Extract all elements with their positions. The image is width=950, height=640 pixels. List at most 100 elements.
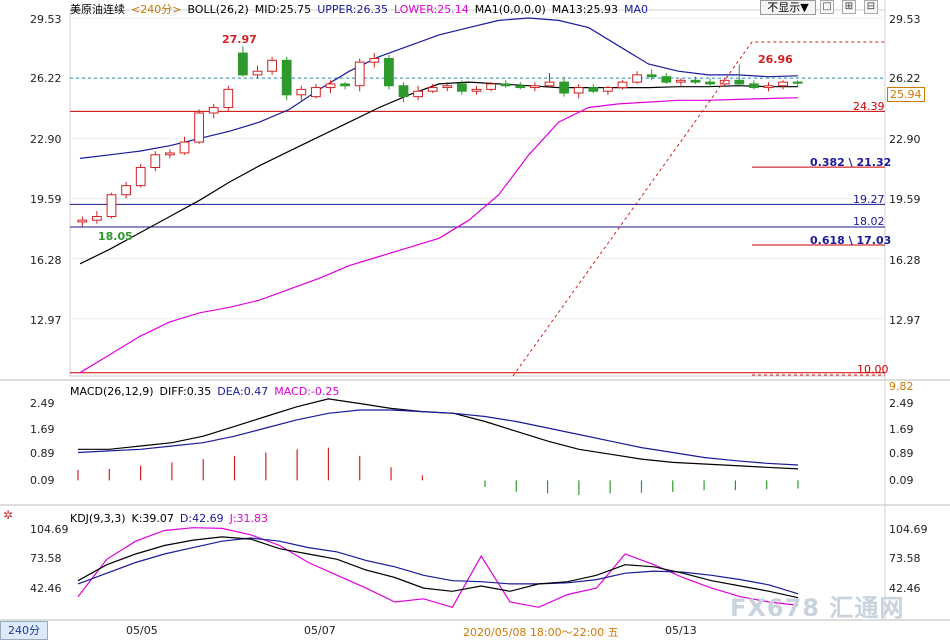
recent-high-annotation: 26.96	[758, 53, 793, 66]
price-axis-left-2: 26.22	[30, 72, 62, 85]
macd-axis-left-2: 1.69	[30, 423, 55, 436]
candle-body	[515, 85, 526, 89]
price-axis-left-5: 16.28	[30, 254, 62, 267]
macd-diff: DIFF:0.35	[159, 385, 212, 398]
candle-body	[413, 90, 423, 98]
bollinger-bands	[79, 17, 799, 374]
candle-body	[763, 85, 774, 89]
candle-body	[544, 81, 555, 87]
fib-0618-label: 0.618 \ 17.03	[810, 234, 892, 247]
candle-body	[384, 58, 394, 87]
candle-body	[150, 154, 161, 168]
timeframe-button[interactable]: 240分	[0, 621, 48, 640]
candle-body	[121, 185, 131, 196]
macd-axis-right-4: 0.09	[889, 474, 914, 487]
macd-axis-right-2: 1.69	[889, 423, 914, 436]
candle-body	[208, 107, 219, 114]
period-label[interactable]: <240分>	[131, 3, 182, 16]
candle-body	[778, 81, 788, 87]
macd-diff-line	[78, 398, 799, 470]
price-axis-left-6: 12.97	[30, 314, 62, 327]
kdj-axis-right-3: 42.46	[889, 582, 921, 595]
candle-body	[457, 83, 467, 92]
candle-body	[676, 79, 686, 83]
boll-mid-line	[79, 81, 798, 265]
candle-body	[486, 83, 496, 90]
price-header: 美原油连续 <240分> BOLL(26,2) MID:25.75 UPPER:26.3…	[70, 1, 654, 16]
kdj-k: K:39.07	[131, 512, 174, 525]
symbol-label: 美原油连续	[70, 3, 125, 16]
candle-body	[223, 88, 234, 109]
high-annotation: 27.97	[222, 33, 257, 46]
macd-axis-right-1: 2.49	[889, 397, 914, 410]
restore-icon[interactable]: □	[820, 0, 834, 14]
lower-label: LOWER:25.14	[393, 3, 469, 16]
kdj-axis-right-2: 73.58	[889, 552, 921, 565]
hide-dropdown[interactable]: 不显示▼	[760, 0, 816, 15]
indicator-settings-icon[interactable]: ✲	[3, 508, 14, 522]
level-1000-label: 10.00	[857, 363, 889, 376]
date-label-0507: 05/07	[304, 624, 336, 637]
mid-label: MID:25.75	[254, 3, 312, 16]
candle-body	[719, 79, 730, 85]
macd-plot	[77, 398, 799, 496]
macd-dea: DEA:0.47	[217, 385, 269, 398]
level-1802-label: 18.02	[853, 215, 885, 228]
candle-body	[442, 85, 453, 89]
candle-body	[340, 83, 350, 87]
kdj-title: KDJ(9,3,3)	[70, 512, 126, 525]
below-1000-label: 9.82	[889, 380, 914, 393]
price-axis-right-6: 12.97	[889, 314, 921, 327]
candle-body	[77, 219, 88, 223]
date-label-0505: 05/05	[126, 624, 158, 637]
kdj-plot	[77, 527, 799, 609]
price-axis-right-3: 22.90	[889, 133, 921, 146]
macd-axis-right-3: 0.89	[889, 447, 914, 460]
level-1927-label: 19.27	[853, 193, 885, 206]
kdj-axis-right-1: 104.69	[889, 523, 928, 536]
candle-body	[354, 61, 365, 87]
trend-line	[512, 41, 885, 377]
minimize-icon[interactable]: ⊟	[864, 0, 878, 14]
macd-axis-left-3: 0.89	[30, 447, 55, 460]
candle-body	[661, 76, 672, 83]
level-2439-label: 24.39	[853, 100, 885, 113]
macd-header: MACD(26,12,9) DIFF:0.35 DEA:0.47 MACD:-0.25	[70, 385, 345, 399]
kdj-axis-left-2: 73.58	[30, 552, 62, 565]
ma0-label: MA0	[624, 3, 649, 16]
kdj-axis-left-1: 104.69	[30, 523, 69, 536]
candle-body	[427, 87, 438, 92]
candle-body	[194, 112, 204, 143]
macd-axis-left-4: 0.09	[30, 474, 55, 487]
price-axis-right-5: 16.28	[889, 254, 921, 267]
kdj-j: J:31.83	[229, 512, 269, 525]
candlesticks	[77, 46, 803, 227]
candle-body	[369, 58, 380, 63]
candle-body	[749, 83, 759, 89]
candle-body	[559, 81, 569, 94]
candle-body	[500, 83, 511, 87]
price-grid	[70, 17, 885, 320]
kdj-d: D:42.69	[179, 512, 224, 525]
current-price-marker: 25.94	[887, 87, 925, 102]
candle-body	[398, 85, 409, 98]
candle-body	[632, 74, 642, 83]
boll-lower-line	[79, 97, 799, 374]
boll-upper-line	[79, 17, 799, 159]
fib-0382-label: 0.382 \ 21.32	[810, 156, 892, 169]
candle-body	[179, 141, 190, 154]
candle-body	[311, 87, 321, 98]
price-axis-right-2: 26.22	[889, 72, 921, 85]
cursor-time-label: 2020/05/08 18:00～22:00 五	[463, 626, 619, 639]
price-axis-left-3: 22.90	[30, 133, 62, 146]
macd-axis-left-1: 2.49	[30, 397, 55, 410]
maximize-icon[interactable]: ⊞	[842, 0, 856, 14]
ma1-label: MA1(0,0,0,0)	[474, 3, 546, 16]
upper-label: UPPER:26.35	[317, 3, 388, 16]
candle-body	[705, 81, 715, 85]
candle-body	[588, 87, 599, 92]
macd-title: MACD(26,12,9)	[70, 385, 154, 398]
candle-body	[238, 52, 248, 76]
